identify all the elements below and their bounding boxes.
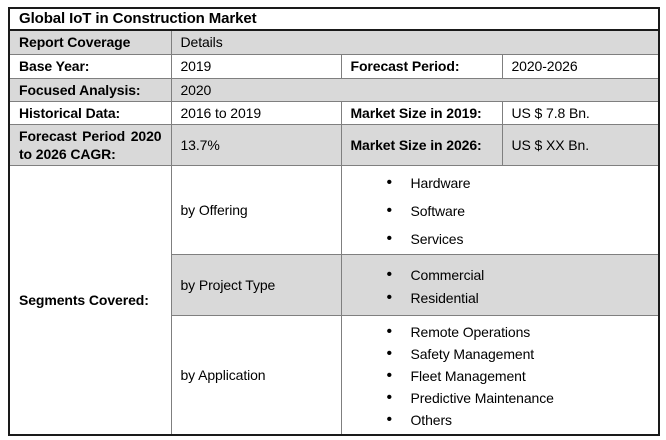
segments-covered-label: Segments Covered: — [8, 164, 172, 436]
row-base-year: Base Year: 2019 Forecast Period: 2020-20… — [8, 53, 660, 79]
segment-group-project-type-items: Commercial Residential — [340, 253, 660, 316]
segment-group-application-items: Remote Operations Safety Management Flee… — [340, 314, 660, 436]
historical-data-label: Historical Data: — [8, 100, 172, 125]
segment-group-project-type-label: by Project Type — [170, 253, 342, 316]
list-item: Remote Operations — [385, 323, 650, 341]
focused-analysis-label: Focused Analysis: — [8, 77, 172, 102]
focused-analysis-value: 2020 — [170, 77, 660, 102]
list-item: Others — [385, 411, 650, 429]
market-size-2019-label: Market Size in 2019: — [340, 100, 503, 125]
list-item: Safety Management — [385, 345, 650, 363]
list-item: Software — [385, 202, 650, 220]
list-item: Fleet Management — [385, 367, 650, 385]
forecast-period-label: Forecast Period: — [340, 53, 503, 79]
table-title-row: Global IoT in Construction Market — [8, 7, 660, 31]
forecast-cagr-value: 13.7% — [170, 123, 342, 166]
list-item: Predictive Maintenance — [385, 389, 650, 407]
list-item: Hardware — [385, 174, 650, 192]
list-item: Residential — [385, 289, 650, 307]
market-report-table: Global IoT in Construction Market Report… — [8, 7, 661, 436]
row-segments-application: by Application Remote Operations Safety … — [9, 314, 660, 436]
list-item: Commercial — [385, 266, 650, 284]
row-report-coverage: Report Coverage Details — [8, 29, 660, 55]
row-historical-data: Historical Data: 2016 to 2019 Market Siz… — [8, 100, 660, 125]
segment-group-offering-items: Hardware Software Services — [340, 164, 660, 255]
segment-group-offering-label: by Offering — [170, 164, 342, 255]
row-focused-analysis: Focused Analysis: 2020 — [8, 77, 660, 102]
row-forecast-cagr: Forecast Period 2020 to 2026 CAGR: 13.7%… — [8, 123, 660, 166]
report-coverage-value: Details — [170, 29, 660, 55]
market-size-2026-label: Market Size in 2026: — [340, 123, 503, 166]
market-size-2026-value: US $ XX Bn. — [501, 123, 660, 166]
project-type-bullet-list: Commercial Residential — [351, 266, 650, 307]
table-title: Global IoT in Construction Market — [8, 7, 660, 31]
forecast-period-value: 2020-2026 — [501, 53, 660, 79]
row-segments-project-type: by Project Type Commercial Residential — [9, 253, 660, 316]
base-year-value: 2019 — [170, 53, 342, 79]
list-item: Services — [385, 230, 650, 248]
report-coverage-label: Report Coverage — [8, 29, 172, 55]
row-segments-offering: Segments Covered: by Offering Hardware S… — [8, 164, 660, 436]
market-size-2019-value: US $ 7.8 Bn. — [501, 100, 660, 125]
application-bullet-list: Remote Operations Safety Management Flee… — [351, 323, 650, 429]
offering-bullet-list: Hardware Software Services — [351, 174, 650, 248]
forecast-cagr-label: Forecast Period 2020 to 2026 CAGR: — [8, 123, 172, 166]
historical-data-value: 2016 to 2019 — [170, 100, 342, 125]
segment-group-application-label: by Application — [170, 314, 342, 436]
base-year-label: Base Year: — [8, 53, 172, 79]
